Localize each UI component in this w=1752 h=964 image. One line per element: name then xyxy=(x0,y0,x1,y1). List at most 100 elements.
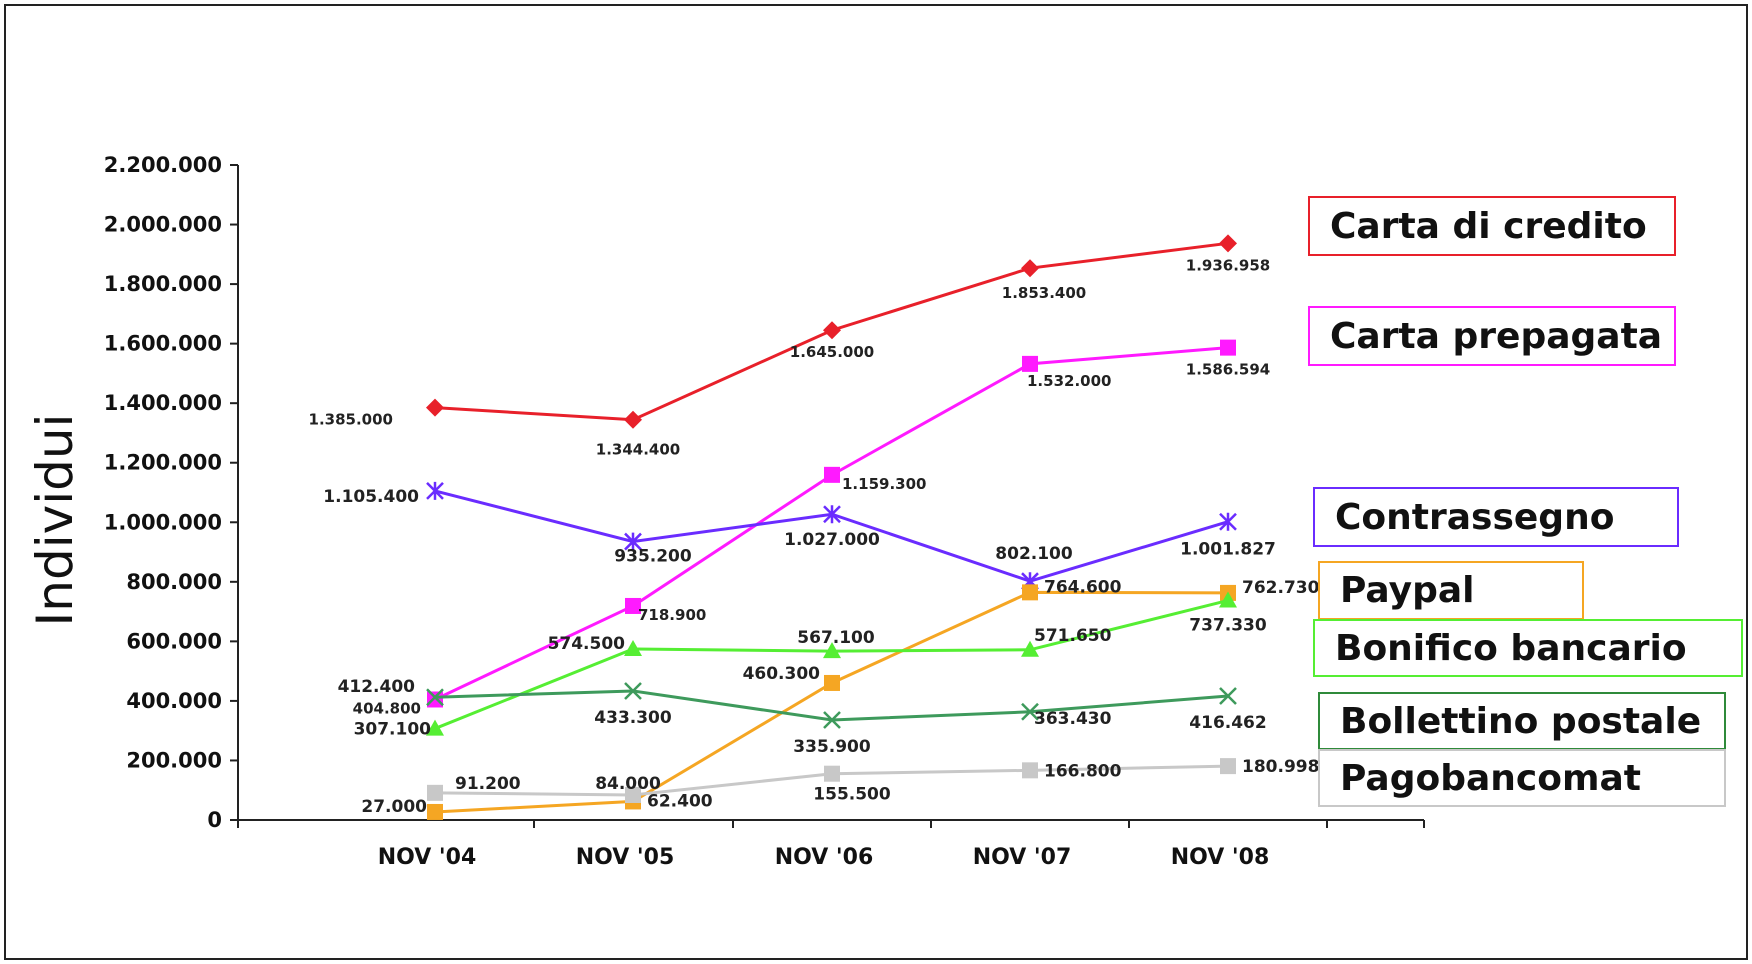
legend-item-bonifico-bancario: Bonifico bancario xyxy=(1313,619,1743,677)
data-point-marker xyxy=(625,786,641,803)
data-label: 718.900 xyxy=(638,606,706,624)
legend-label: Contrassegno xyxy=(1335,496,1615,538)
data-label: 335.900 xyxy=(793,737,871,757)
data-point-marker xyxy=(426,398,444,417)
data-point-marker xyxy=(1220,758,1236,775)
data-label: 433.300 xyxy=(594,708,672,728)
data-label: 574.500 xyxy=(548,634,626,654)
y-tick-label: 600.000 xyxy=(126,629,222,653)
data-label: 1.027.000 xyxy=(784,530,880,550)
x-axis-ticks: NOV '04 NOV '05 NOV '06 NOV '07 NOV '08 xyxy=(237,820,1425,870)
data-label: 1.936.958 xyxy=(1186,256,1270,274)
data-point-marker xyxy=(426,719,444,736)
data-point-marker xyxy=(427,691,443,708)
legend-label: Carta prepagata xyxy=(1330,315,1663,357)
data-label: 1.532.000 xyxy=(1027,372,1111,390)
data-label: 404.800 xyxy=(353,699,421,717)
legend-label: Pagobancomat xyxy=(1340,757,1641,799)
axes xyxy=(237,165,1424,821)
data-label: 567.100 xyxy=(797,628,875,648)
x-tick-label: NOV '07 xyxy=(973,845,1072,870)
data-point-marker xyxy=(624,682,642,700)
data-point-marker xyxy=(624,639,642,656)
y-tick-label: 2.200.000 xyxy=(104,153,222,177)
data-point-marker xyxy=(1022,355,1038,372)
data-point-marker xyxy=(625,597,641,614)
legend-item-bollettino-postale: Bollettino postale xyxy=(1318,692,1726,750)
data-point-marker xyxy=(427,803,443,820)
series-bollettino-postale xyxy=(426,682,1237,729)
data-label: 91.200 xyxy=(455,774,521,794)
legend-label: Carta di credito xyxy=(1330,205,1647,247)
y-axis-title: Individui xyxy=(26,414,84,627)
data-label: 416.462 xyxy=(1189,713,1266,733)
data-point-marker xyxy=(1022,584,1038,601)
x-tick-label: NOV '04 xyxy=(378,845,477,870)
data-point-marker xyxy=(426,688,444,707)
data-point-marker xyxy=(823,505,841,524)
data-point-marker xyxy=(1219,687,1237,705)
data-label: 1.105.400 xyxy=(323,487,419,507)
data-point-marker xyxy=(427,784,443,801)
legend-item-carta-di-credito: Carta di credito xyxy=(1308,196,1676,256)
y-tick-label: 1.800.000 xyxy=(104,272,222,296)
data-label: 571.650 xyxy=(1034,626,1112,646)
data-label: 764.600 xyxy=(1044,577,1122,597)
data-label: 1.385.000 xyxy=(309,411,393,429)
legend-item-carta-prepagata: Carta prepagata xyxy=(1308,306,1676,366)
x-tick-label: NOV '05 xyxy=(576,845,675,870)
y-axis-ticks: 0 200.000 400.000 600.000 800.000 1.000.000 1.… xyxy=(104,153,238,832)
y-tick-label: 1.200.000 xyxy=(104,451,222,475)
data-label: 1.586.594 xyxy=(1186,361,1270,379)
legend-item-contrassegno: Contrassegno xyxy=(1313,487,1679,547)
data-point-marker xyxy=(823,321,841,340)
data-label: 84.000 xyxy=(595,774,661,794)
y-tick-label: 1.000.000 xyxy=(104,510,222,534)
y-tick-label: 200.000 xyxy=(126,748,222,772)
data-label: 1.001.827 xyxy=(1180,540,1276,560)
data-point-marker xyxy=(624,532,642,551)
x-tick-label: NOV '08 xyxy=(1171,845,1270,870)
data-label: 935.200 xyxy=(614,547,692,567)
data-point-marker xyxy=(1021,259,1039,278)
data-label: 802.100 xyxy=(995,544,1073,564)
data-point-marker xyxy=(824,674,840,691)
data-label: 166.800 xyxy=(1044,761,1122,781)
data-label: 737.330 xyxy=(1189,615,1267,635)
data-label: 1.159.300 xyxy=(842,475,926,493)
y-tick-label: 800.000 xyxy=(126,570,222,594)
data-label: 1.344.400 xyxy=(596,441,680,459)
series-bonifico-bancario xyxy=(426,591,1237,736)
data-labels-layer: 1.385.000 1.344.400 1.645.000 1.853.400 1.93… xyxy=(309,256,1320,817)
data-label: 460.300 xyxy=(743,664,821,684)
data-label: 180.998 xyxy=(1242,757,1319,777)
data-point-marker xyxy=(1220,339,1236,356)
data-label: 62.400 xyxy=(647,791,713,811)
y-tick-label: 0 xyxy=(207,808,222,832)
data-point-marker xyxy=(1219,591,1237,608)
data-label: 155.500 xyxy=(813,785,891,805)
data-label: 412.400 xyxy=(338,677,416,697)
data-label: 363.430 xyxy=(1034,709,1112,729)
y-tick-label: 1.400.000 xyxy=(104,391,222,415)
legend-label: Bollettino postale xyxy=(1340,700,1702,742)
data-point-marker xyxy=(624,410,642,429)
series-carta-di-credito xyxy=(426,234,1237,429)
series-pagobancomat xyxy=(427,758,1236,803)
data-point-marker xyxy=(1021,702,1039,721)
data-point-marker xyxy=(1021,640,1039,657)
data-point-marker xyxy=(1219,234,1237,253)
y-tick-label: 1.600.000 xyxy=(104,332,222,356)
data-point-marker xyxy=(1219,512,1237,531)
data-point-marker xyxy=(824,765,840,782)
data-point-marker xyxy=(823,711,841,729)
legend-item-pagobancomat: Pagobancomat xyxy=(1318,749,1726,807)
series-layer xyxy=(426,234,1237,820)
legend-item-paypal: Paypal xyxy=(1318,561,1584,620)
legend-label: Bonifico bancario xyxy=(1335,627,1687,669)
data-point-marker xyxy=(426,481,444,500)
data-label: 762.730 xyxy=(1242,578,1320,598)
data-point-marker xyxy=(823,642,841,659)
legend-label: Paypal xyxy=(1340,570,1475,611)
